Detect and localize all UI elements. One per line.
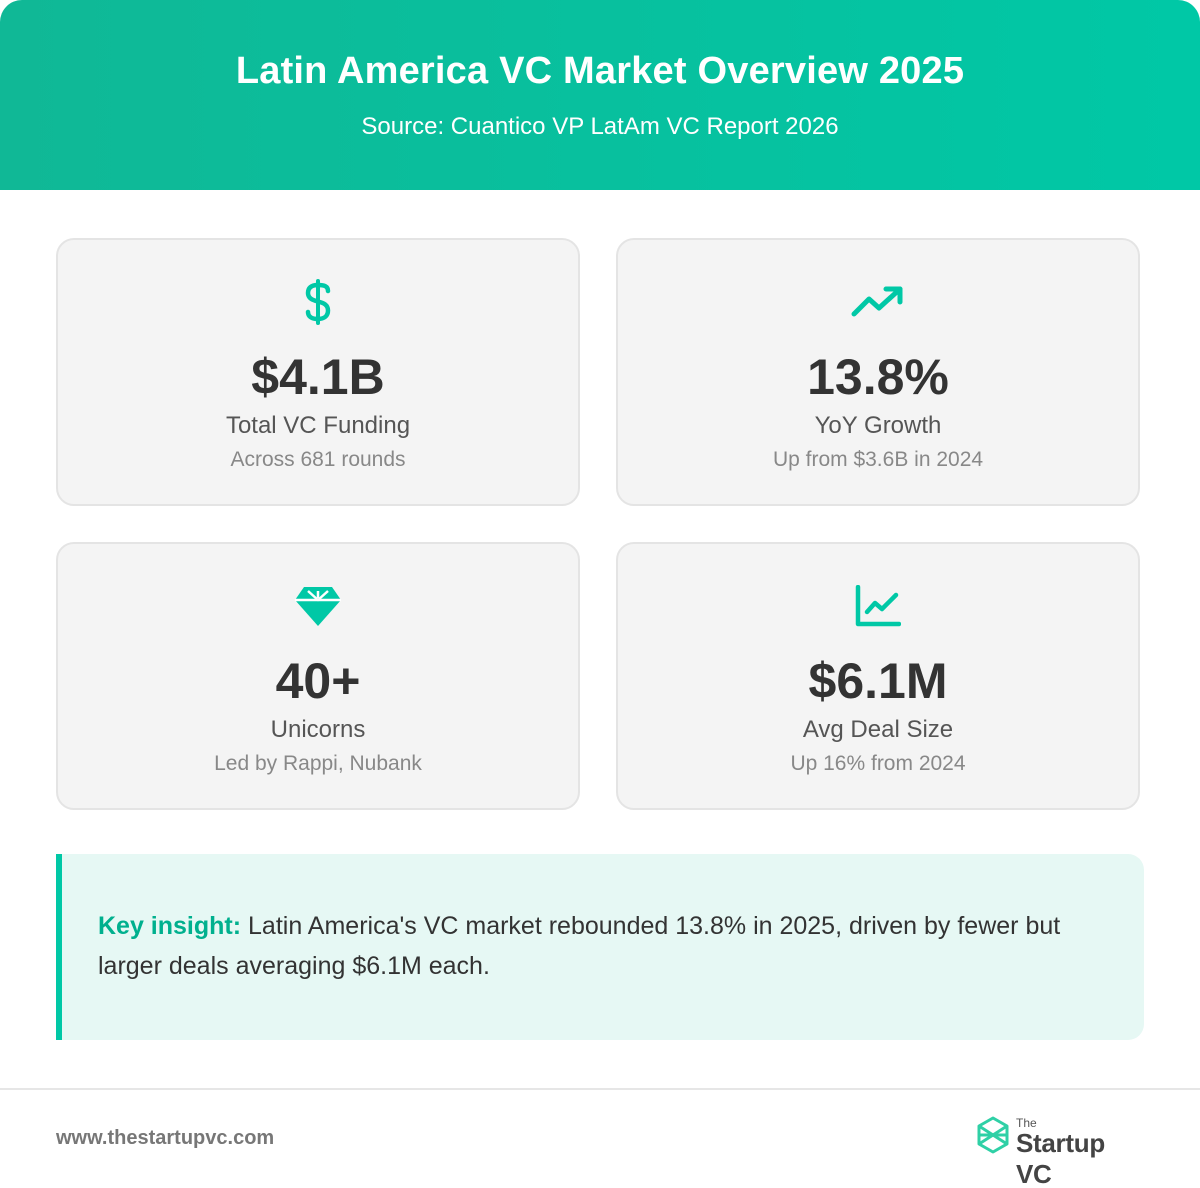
stat-detail: Led by Rappi, Nubank: [214, 752, 422, 775]
page-subtitle: Source: Cuantico VP LatAm VC Report 2026: [361, 113, 839, 140]
trending-up-icon: [618, 278, 1138, 326]
stat-detail: Across 681 rounds: [230, 448, 406, 471]
stat-value: $4.1B: [251, 349, 385, 405]
logo-brand-text: Startup VC: [1016, 1128, 1105, 1188]
stat-detail: Up 16% from 2024: [790, 752, 966, 775]
footer-divider: [0, 1088, 1200, 1090]
stat-value: $6.1M: [808, 653, 948, 709]
startup-vc-logo: The Startup VC: [976, 1114, 1146, 1188]
stat-card-total-funding: $4.1B Total VC Funding Across 681 rounds: [56, 238, 580, 506]
stat-label: Avg Deal Size: [802, 716, 954, 743]
key-insight-box: Key insight: Latin America's VC market r…: [56, 854, 1144, 1040]
stat-label: Total VC Funding: [225, 412, 411, 439]
stat-card-unicorns: 40+ Unicorns Led by Rappi, Nubank: [56, 542, 580, 810]
stat-card-yoy-growth: 13.8% YoY Growth Up from $3.6B in 2024: [616, 238, 1140, 506]
page-title: Latin America VC Market Overview 2025: [235, 50, 965, 92]
gem-icon: [58, 582, 578, 630]
stat-card-avg-deal-size: $6.1M Avg Deal Size Up 16% from 2024: [616, 542, 1140, 810]
header-banner: Latin America VC Market Overview 2025 So…: [0, 0, 1200, 190]
stat-value: 40+: [275, 653, 361, 709]
stat-label: Unicorns: [270, 716, 366, 743]
startup-vc-logo-icon: [977, 1116, 1009, 1154]
footer-url: www.thestartupvc.com: [56, 1127, 275, 1149]
stat-label: YoY Growth: [814, 412, 942, 439]
line-chart-icon: [618, 582, 1138, 630]
insight-lead: Key insight:: [98, 912, 242, 940]
insight-text: Latin America's VC market rebounded 13.8…: [98, 912, 1061, 980]
logo-the-text: The: [1016, 1116, 1037, 1130]
stat-value: 13.8%: [807, 349, 949, 405]
dollar-sign-icon: [58, 278, 578, 326]
stat-detail: Up from $3.6B in 2024: [772, 448, 984, 471]
